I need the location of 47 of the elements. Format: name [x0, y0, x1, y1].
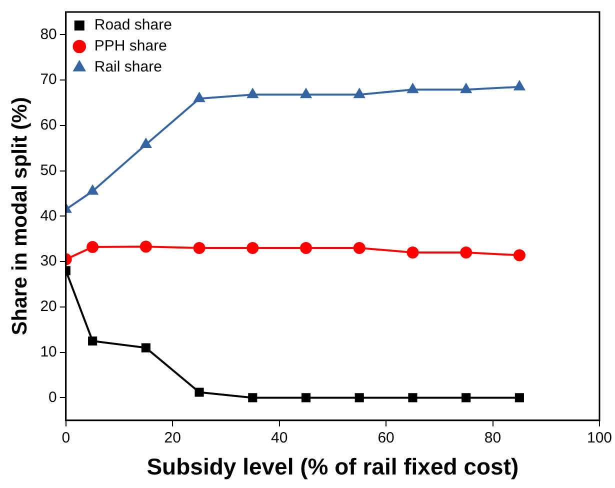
y-tick-label: 40 [40, 207, 57, 224]
point [140, 138, 152, 148]
point [300, 242, 312, 254]
point [194, 92, 205, 102]
point [408, 393, 418, 402]
y-tick-label: 30 [40, 252, 57, 270]
x-tick-label: 0 [62, 430, 70, 447]
y-tick-label: 80 [40, 26, 57, 43]
point [460, 246, 472, 258]
point [354, 393, 364, 402]
y-tick-label: 10 [40, 343, 57, 360]
point [248, 393, 258, 402]
point [353, 242, 366, 254]
legend-label: Rail share [94, 58, 162, 76]
x-tick-label: 60 [378, 430, 394, 447]
point [247, 88, 258, 98]
point [300, 88, 312, 98]
x-axis-title: Subsidy level (% of rail fixed cost) [146, 454, 519, 480]
point [514, 80, 525, 90]
point [513, 249, 526, 262]
point [514, 393, 524, 402]
y-tick-label: 0 [48, 388, 57, 406]
y-tick-label: 70 [40, 71, 57, 88]
point [406, 246, 419, 258]
point [88, 336, 98, 346]
y-tick-label: 60 [40, 116, 57, 134]
legend-label: Road share [94, 16, 172, 34]
point [462, 393, 471, 402]
y-axis-title: Share in modal split (%) [8, 97, 32, 336]
point [86, 241, 99, 254]
legend-label: PPH share [94, 38, 167, 55]
x-tick-label: 100 [586, 430, 612, 447]
point [460, 84, 472, 94]
point [301, 393, 311, 402]
point [354, 88, 365, 98]
x-tick-label: 20 [164, 430, 181, 447]
point [87, 185, 98, 195]
point [141, 343, 150, 352]
x-tick-label: 80 [484, 430, 502, 447]
point [407, 84, 418, 94]
point [193, 242, 206, 254]
point [246, 242, 259, 254]
x-tick-label: 40 [270, 430, 288, 447]
point [140, 240, 152, 253]
y-tick-label: 50 [40, 162, 57, 179]
point [194, 388, 204, 397]
y-tick-label: 20 [40, 298, 57, 316]
